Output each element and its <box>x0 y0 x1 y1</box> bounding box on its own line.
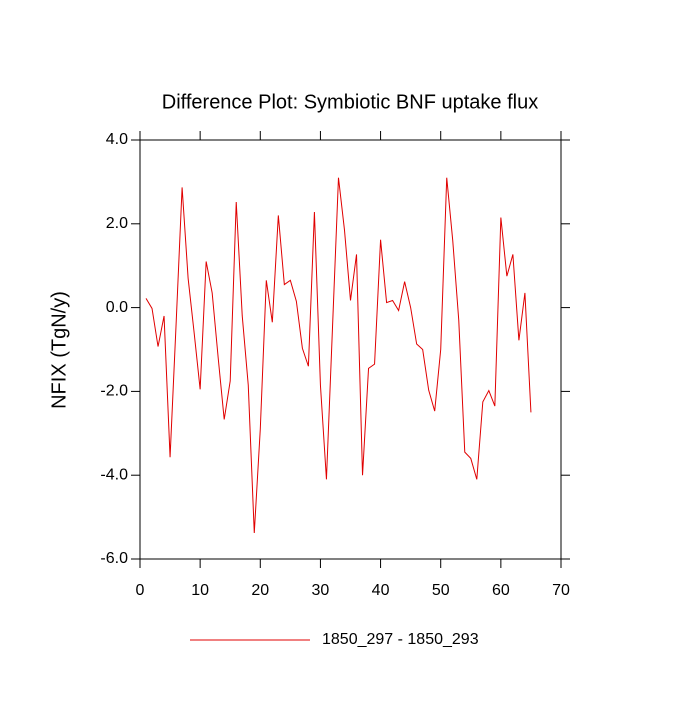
legend-label: 1850_297 - 1850_293 <box>322 631 479 648</box>
x-tick-label: 70 <box>552 582 570 599</box>
x-tick-label: 30 <box>312 582 330 599</box>
y-tick-label: 4.0 <box>106 131 128 148</box>
data-line <box>145 177 532 534</box>
y-axis-label: NFIX (TgN/y) <box>48 291 70 409</box>
x-tick-label: 40 <box>372 582 390 599</box>
x-tick-label: 60 <box>492 582 510 599</box>
y-tick-label: -2.0 <box>100 383 128 400</box>
y-tick-label: -4.0 <box>100 466 128 483</box>
x-tick-label: 10 <box>191 582 209 599</box>
x-tick-label: 50 <box>432 582 450 599</box>
y-tick-label: 0.0 <box>106 299 128 316</box>
y-tick-label: -6.0 <box>100 550 128 567</box>
y-tick-label: 2.0 <box>106 215 128 232</box>
plot-frame <box>139 139 562 560</box>
chart-title: Difference Plot: Symbiotic BNF uptake fl… <box>162 91 538 113</box>
x-tick-label: 0 <box>136 582 145 599</box>
x-tick-label: 20 <box>251 582 269 599</box>
